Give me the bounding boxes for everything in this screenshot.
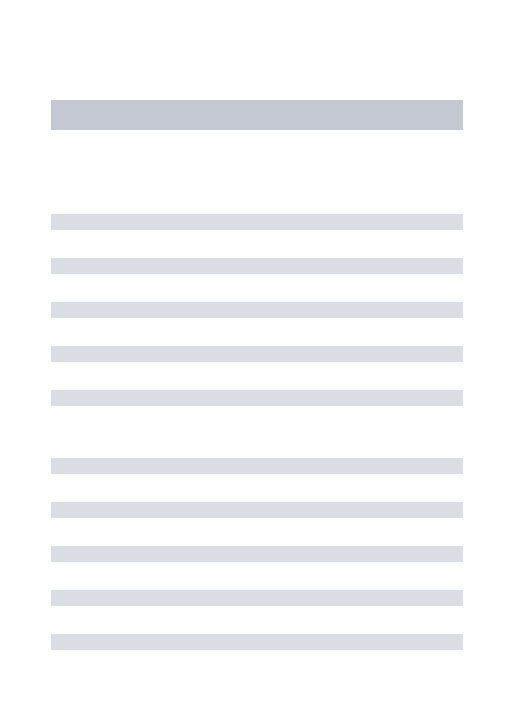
skeleton-line: [51, 546, 463, 562]
skeleton-container: [0, 0, 516, 650]
skeleton-section-2: [51, 458, 463, 650]
skeleton-line: [51, 634, 463, 650]
skeleton-header: [51, 100, 463, 130]
skeleton-line: [51, 590, 463, 606]
skeleton-line: [51, 258, 463, 274]
skeleton-line: [51, 458, 463, 474]
skeleton-line: [51, 302, 463, 318]
skeleton-line: [51, 346, 463, 362]
skeleton-section-1: [51, 214, 463, 406]
section-gap: [51, 434, 463, 458]
skeleton-line: [51, 502, 463, 518]
skeleton-line: [51, 390, 463, 406]
skeleton-line: [51, 214, 463, 230]
